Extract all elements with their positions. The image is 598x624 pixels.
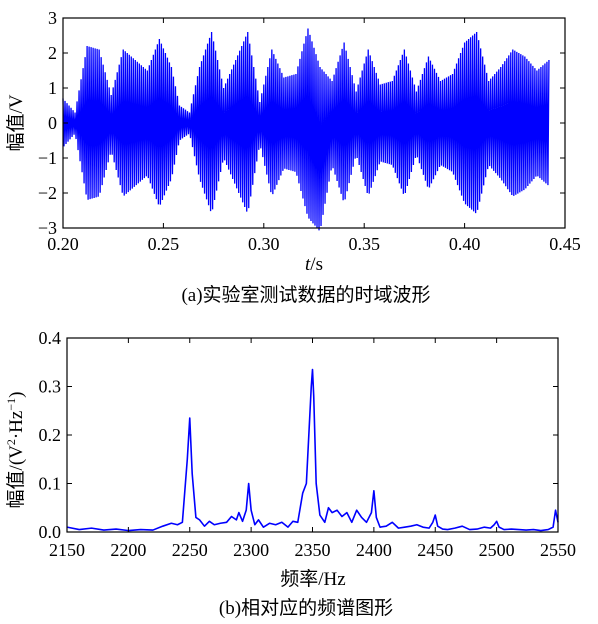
x-tick-label: 2400	[356, 540, 392, 560]
spectrum-y-label-prefix: 幅值/(V	[5, 445, 27, 509]
x-tick-label: 0.45	[549, 234, 581, 254]
y-tick-label: 1	[48, 78, 57, 98]
x-tick-label: 0.25	[148, 234, 180, 254]
y-tick-label: 0	[48, 113, 57, 133]
time-domain-caption: (a)实验室测试数据的时域波形	[181, 284, 430, 306]
x-tick-label: 0.40	[449, 234, 481, 254]
time-domain-x-label: t/s	[305, 254, 323, 275]
spectrum-axes-frame	[66, 337, 559, 533]
y-tick-label: −1	[38, 148, 57, 168]
x-tick-label: 2150	[49, 540, 85, 560]
x-tick-label: 2550	[540, 540, 576, 560]
spectrum-ticks: 2150 2200 2250 2300 2350 2400 2450 2500 2550 0.0 0…	[39, 328, 577, 560]
x-tick-label: 0.20	[47, 234, 79, 254]
x-tick-label: 2500	[479, 540, 515, 560]
y-tick-label: −3	[38, 218, 57, 238]
y-tick-label: 0.2	[39, 425, 62, 445]
y-tick-label: 0.4	[39, 328, 62, 348]
y-tick-label: 0.3	[39, 377, 62, 397]
spectrum-panel: 2150 2200 2250 2300 2350 2400 2450 2500 2550 0.0 0…	[4, 328, 576, 619]
waveform-line	[62, 28, 550, 231]
time-axis-symbol: t	[305, 254, 311, 275]
x-tick-label: 0.35	[348, 234, 380, 254]
time-axis-unit: /s	[310, 254, 323, 275]
x-tick-label: 0.30	[248, 234, 280, 254]
y-tick-label: 2	[48, 43, 57, 63]
x-tick-label: 2300	[233, 540, 269, 560]
spectrum-y-label-sup1: 2	[4, 439, 18, 445]
x-tick-label: 2350	[295, 540, 331, 560]
spectrum-caption: (b)相对应的频谱图形	[219, 597, 393, 619]
spectrum-y-label-suffix: )	[6, 392, 27, 398]
y-tick-label: −2	[38, 183, 57, 203]
spectrum-y-label: 幅值/(V2·Hz−1)	[4, 392, 27, 509]
x-tick-label: 2450	[417, 540, 453, 560]
time-domain-ticks: 0.20 0.25 0.30 0.35 0.40 0.45 −3 −2 −1 0 1 2 3	[38, 8, 581, 254]
spectrum-y-label-mid: ·Hz	[6, 411, 27, 439]
spectrum-y-label-sup2: −1	[4, 398, 18, 411]
x-tick-label: 2250	[172, 540, 208, 560]
spectrum-line	[66, 368, 559, 532]
spectrum-x-label: 频率/Hz	[280, 568, 345, 590]
x-tick-label: 2200	[110, 540, 146, 560]
y-tick-label: 3	[48, 8, 57, 28]
y-tick-label: 0.0	[39, 522, 62, 542]
time-domain-y-label: 幅值/V	[5, 94, 27, 151]
time-domain-waveform	[62, 28, 550, 231]
y-tick-label: 0.1	[39, 474, 62, 494]
spectrum-curve-group	[66, 368, 559, 532]
